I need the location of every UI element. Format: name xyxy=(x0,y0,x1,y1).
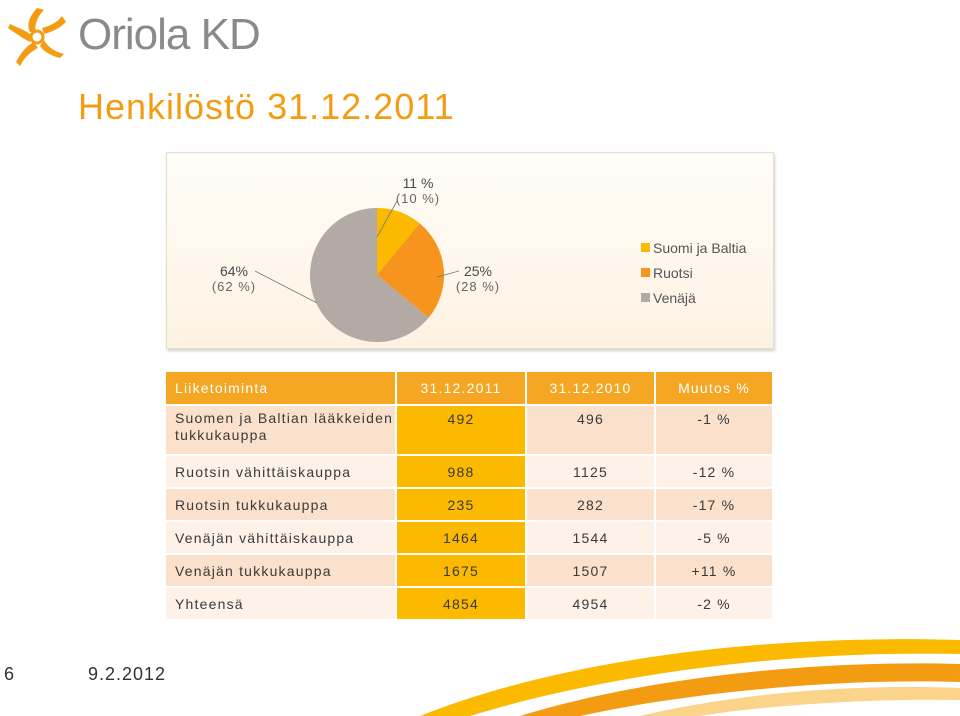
row-change: -17 % xyxy=(656,489,774,522)
row-value-2011: 1464 xyxy=(397,522,527,555)
row-value-2010: 1544 xyxy=(527,522,656,555)
table-row: Venäjän tukkukauppa 1675 1507 +11 % xyxy=(166,555,774,588)
leader-line-venaja xyxy=(254,270,318,304)
row-value-2011: 235 xyxy=(397,489,527,522)
legend-swatch-venaja xyxy=(641,293,650,302)
personnel-table: Liiketoiminta 31.12.2011 31.12.2010 Muut… xyxy=(166,372,774,621)
company-logo: Oriola KD xyxy=(0,0,320,80)
slice-label-venaja: 64% (62 %) xyxy=(199,263,269,295)
row-change: -5 % xyxy=(656,522,774,555)
leader-line-suomi xyxy=(376,200,398,238)
slice-label-ruotsi: 25% (28 %) xyxy=(443,263,513,295)
row-change: -12 % xyxy=(656,456,774,489)
page-number: 6 xyxy=(4,664,15,684)
legend-swatch-suomi xyxy=(641,243,650,252)
row-value-2010: 4954 xyxy=(527,588,656,621)
slice-prev-venaja: (62 %) xyxy=(211,279,257,294)
table-header-row: Liiketoiminta 31.12.2011 31.12.2010 Muut… xyxy=(166,372,774,406)
pie-slice-suomi-ja-baltia xyxy=(377,208,420,275)
footer-date: 9.2.2012 xyxy=(88,664,167,684)
row-name: Suomen ja Baltian lääkkeiden tukkukauppa xyxy=(166,406,397,456)
row-name: Venäjän tukkukauppa xyxy=(166,555,397,588)
row-value-2011: 4854 xyxy=(397,588,527,621)
header-2010: 31.12.2010 xyxy=(527,372,656,406)
slice-value-ruotsi: 25% xyxy=(463,263,493,279)
row-value-2010: 1125 xyxy=(527,456,656,489)
page-title: Henkilöstö 31.12.2011 xyxy=(78,86,455,127)
row-change: -2 % xyxy=(656,588,774,621)
oriola-star-icon xyxy=(8,8,66,66)
row-change: +11 % xyxy=(656,555,774,588)
footer-swoosh-decoration xyxy=(420,639,960,716)
row-value-2010: 496 xyxy=(527,406,656,456)
header-2011: 31.12.2011 xyxy=(397,372,527,406)
legend-label-venaja: Venäjä xyxy=(653,289,696,306)
legend-label-suomi: Suomi ja Baltia xyxy=(653,239,747,256)
table-row: Ruotsin tukkukauppa 235 282 -17 % xyxy=(166,489,774,522)
row-value-2010: 1507 xyxy=(527,555,656,588)
logo-wordmark: Oriola KD xyxy=(78,10,261,59)
legend-label-ruotsi: Ruotsi xyxy=(653,264,693,281)
row-value-2011: 1675 xyxy=(397,555,527,588)
pie-slice-venaja xyxy=(309,208,429,342)
legend-item-venaja: Venäjä xyxy=(641,285,746,310)
table-row: Venäjän vähittäiskauppa 1464 1544 -5 % xyxy=(166,522,774,555)
row-name: Ruotsin vähittäiskauppa xyxy=(166,456,397,489)
row-name: Ruotsin tukkukauppa xyxy=(166,489,397,522)
header-change: Muutos % xyxy=(656,372,774,406)
slice-prev-suomi: (10 %) xyxy=(395,191,441,206)
row-name: Yhteensä xyxy=(166,588,397,621)
table-row: Suomen ja Baltian lääkkeiden tukkukauppa… xyxy=(166,406,774,456)
legend-swatch-ruotsi xyxy=(641,268,650,277)
table-row-total: Yhteensä 4854 4954 -2 % xyxy=(166,588,774,621)
pie-slice-ruotsi xyxy=(377,223,444,318)
chart-legend: Suomi ja Baltia Ruotsi Venäjä xyxy=(641,235,746,310)
header-business: Liiketoiminta xyxy=(166,372,397,406)
row-name: Venäjän vähittäiskauppa xyxy=(166,522,397,555)
row-value-2011: 492 xyxy=(397,406,527,456)
pie-chart-panel: 11 % (10 %) 25% (28 %) 64% (62 %) Suomi … xyxy=(166,152,774,349)
row-change: -1 % xyxy=(656,406,774,456)
pie-chart xyxy=(254,200,460,342)
legend-item-suomi: Suomi ja Baltia xyxy=(641,235,746,260)
leader-line-ruotsi xyxy=(436,270,460,278)
slice-prev-ruotsi: (28 %) xyxy=(455,279,501,294)
legend-item-ruotsi: Ruotsi xyxy=(641,260,746,285)
slice-value-venaja: 64% xyxy=(219,263,249,279)
slice-label-suomi: 11 % (10 %) xyxy=(383,175,453,207)
table-row: Ruotsin vähittäiskauppa 988 1125 -12 % xyxy=(166,456,774,489)
slice-value-suomi: 11 % xyxy=(402,175,434,191)
row-value-2011: 988 xyxy=(397,456,527,489)
row-value-2010: 282 xyxy=(527,489,656,522)
